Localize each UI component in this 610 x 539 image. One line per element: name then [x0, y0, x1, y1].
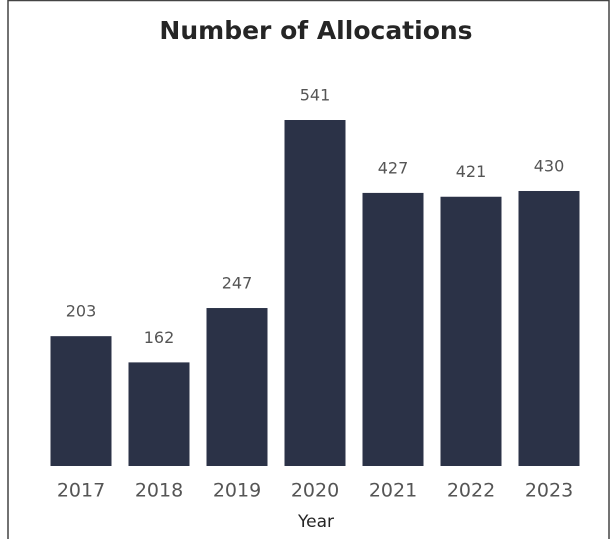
bar: [362, 192, 424, 466]
data-label: 541: [300, 86, 331, 105]
data-label: 203: [66, 302, 97, 321]
x-tick-label: 2017: [57, 480, 105, 502]
chart-title: Number of Allocations: [159, 16, 472, 45]
bar: [128, 362, 190, 466]
data-label: 421: [456, 162, 487, 181]
x-tick-label: 2021: [369, 480, 417, 502]
bar: [284, 120, 346, 466]
x-tick-label: 2019: [213, 480, 261, 502]
data-label: 427: [378, 158, 409, 177]
x-tick-label: 2022: [447, 480, 495, 502]
x-tick-label: 2020: [291, 480, 339, 502]
data-label: 430: [534, 156, 565, 175]
bar: [518, 190, 580, 466]
data-label: 162: [144, 328, 175, 347]
data-label: 247: [222, 274, 253, 293]
bar: [440, 196, 502, 466]
x-axis-title: Year: [297, 512, 334, 532]
x-tick-label: 2018: [135, 480, 183, 502]
x-tick-label: 2023: [525, 480, 573, 502]
bar: [50, 336, 112, 466]
bar: [206, 308, 268, 466]
